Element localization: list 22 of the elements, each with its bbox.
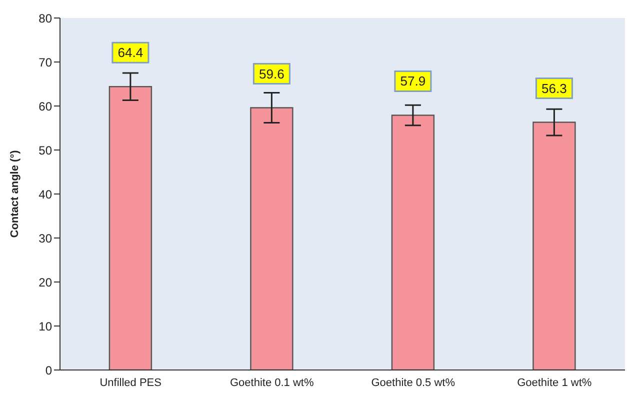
x-tick-label: Goethite 0.5 wt% xyxy=(371,376,456,389)
y-tick-label: 0 xyxy=(45,363,52,378)
bar xyxy=(250,107,294,370)
y-axis-title: Contact angle (°) xyxy=(8,150,21,238)
y-tick-label: 20 xyxy=(38,275,52,290)
x-tick-label: Goethite 0.1 wt% xyxy=(230,376,314,389)
data-label: 56.3 xyxy=(542,80,567,96)
bar xyxy=(391,114,435,370)
data-label: 57.9 xyxy=(400,74,426,89)
y-tick-label: 40 xyxy=(38,187,52,202)
y-tick-label: 80 xyxy=(38,11,52,26)
y-tick-label: 50 xyxy=(38,143,52,158)
bar xyxy=(532,122,576,370)
data-label: 59.6 xyxy=(259,66,284,82)
data-label: 64.4 xyxy=(118,45,144,60)
bar xyxy=(108,86,152,370)
y-tick-label: 60 xyxy=(38,99,52,114)
y-tick-label: 10 xyxy=(38,319,52,334)
y-tick-label: 30 xyxy=(38,231,52,246)
x-tick-label: Unfilled PES xyxy=(100,376,162,389)
y-tick-label: 70 xyxy=(38,55,52,70)
x-tick-label: Goethite 1 wt% xyxy=(517,376,592,389)
